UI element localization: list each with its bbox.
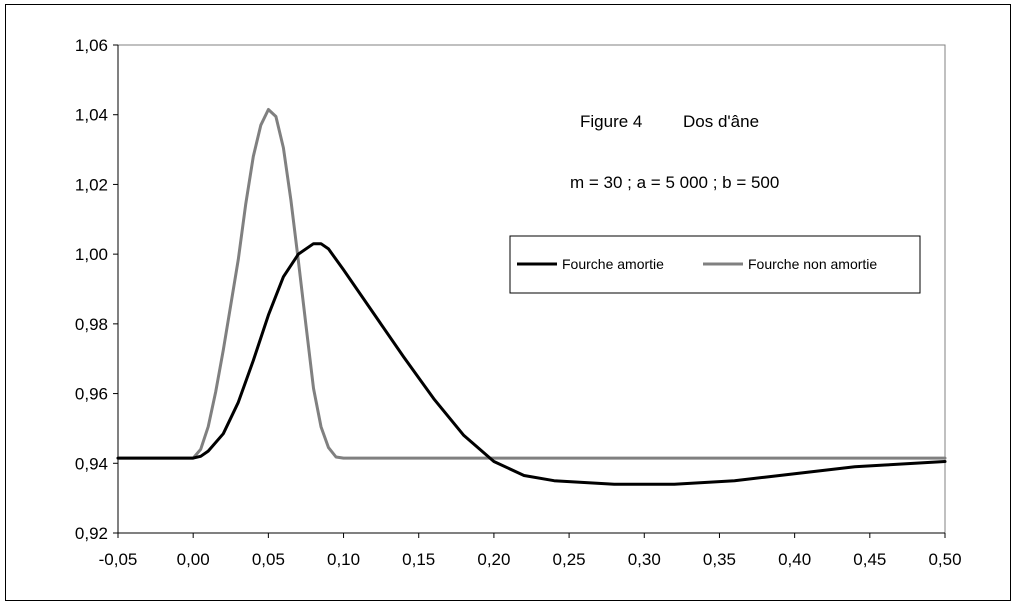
x-tick-label: 0,05	[252, 550, 285, 569]
x-tick-label: 0,25	[553, 550, 586, 569]
y-tick-label: 1,02	[75, 175, 108, 194]
y-tick-label: 1,00	[75, 245, 108, 264]
chart-frame	[5, 4, 1011, 601]
x-tick-label: 0,30	[628, 550, 661, 569]
series-lines	[116, 108, 947, 486]
legend-label-non-amortie: Fourche non amortie	[748, 256, 877, 272]
params-annotation: m = 30 ; a = 5 000 ; b = 500	[570, 173, 779, 192]
y-tick-label: 1,06	[75, 36, 108, 55]
x-tick-label: 0,50	[928, 550, 961, 569]
x-tick-label: 0,45	[853, 550, 886, 569]
axes: 0,92 0,94 0,96 0,98 1,00 1,02 1,04 1,06 -0,05 0,0…	[75, 36, 962, 569]
x-tick-label: 0,00	[177, 550, 210, 569]
y-tick-label: 0,96	[75, 385, 108, 404]
y-tick-label: 0,94	[75, 454, 108, 473]
x-tick-label: 0,15	[402, 550, 435, 569]
series-line-fourche-non-amortie	[116, 108, 947, 460]
y-tick-label: 1,04	[75, 106, 108, 125]
series-line-fourche-amortie	[116, 242, 947, 486]
legend-label-amortie: Fourche amortie	[562, 256, 664, 272]
x-tick-label: 0,20	[477, 550, 510, 569]
y-tick-label: 0,98	[75, 315, 108, 334]
y-tick-label: 0,92	[75, 524, 108, 543]
figure-name: Dos d'âne	[683, 112, 759, 131]
x-tick-label: -0,05	[99, 550, 138, 569]
x-tick-label: 0,10	[327, 550, 360, 569]
legend: Fourche amortie Fourche non amortie	[509, 235, 921, 294]
figure-label: Figure 4	[580, 112, 642, 131]
x-tick-label: 0,35	[703, 550, 736, 569]
x-tick-label: 0,40	[778, 550, 811, 569]
